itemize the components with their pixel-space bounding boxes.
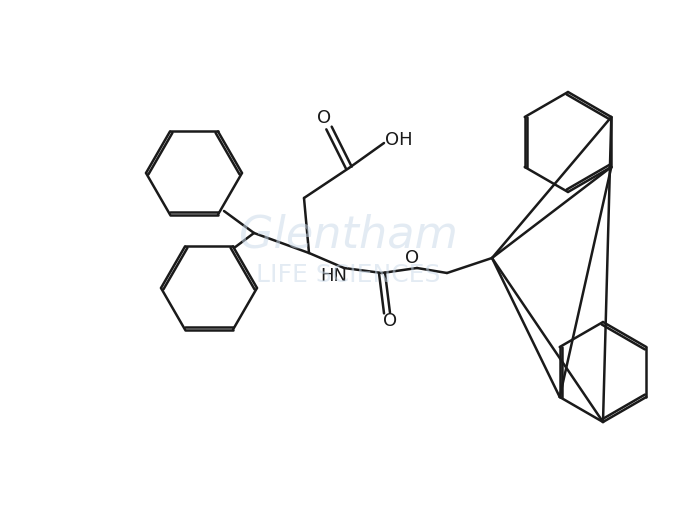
Text: O: O [383, 312, 397, 330]
Text: LIFE SCIENCES: LIFE SCIENCES [256, 263, 440, 287]
Text: O: O [405, 249, 419, 267]
Text: O: O [317, 109, 331, 127]
Text: OH: OH [385, 131, 413, 149]
Text: Glentham: Glentham [239, 214, 457, 256]
Text: HN: HN [320, 267, 347, 285]
